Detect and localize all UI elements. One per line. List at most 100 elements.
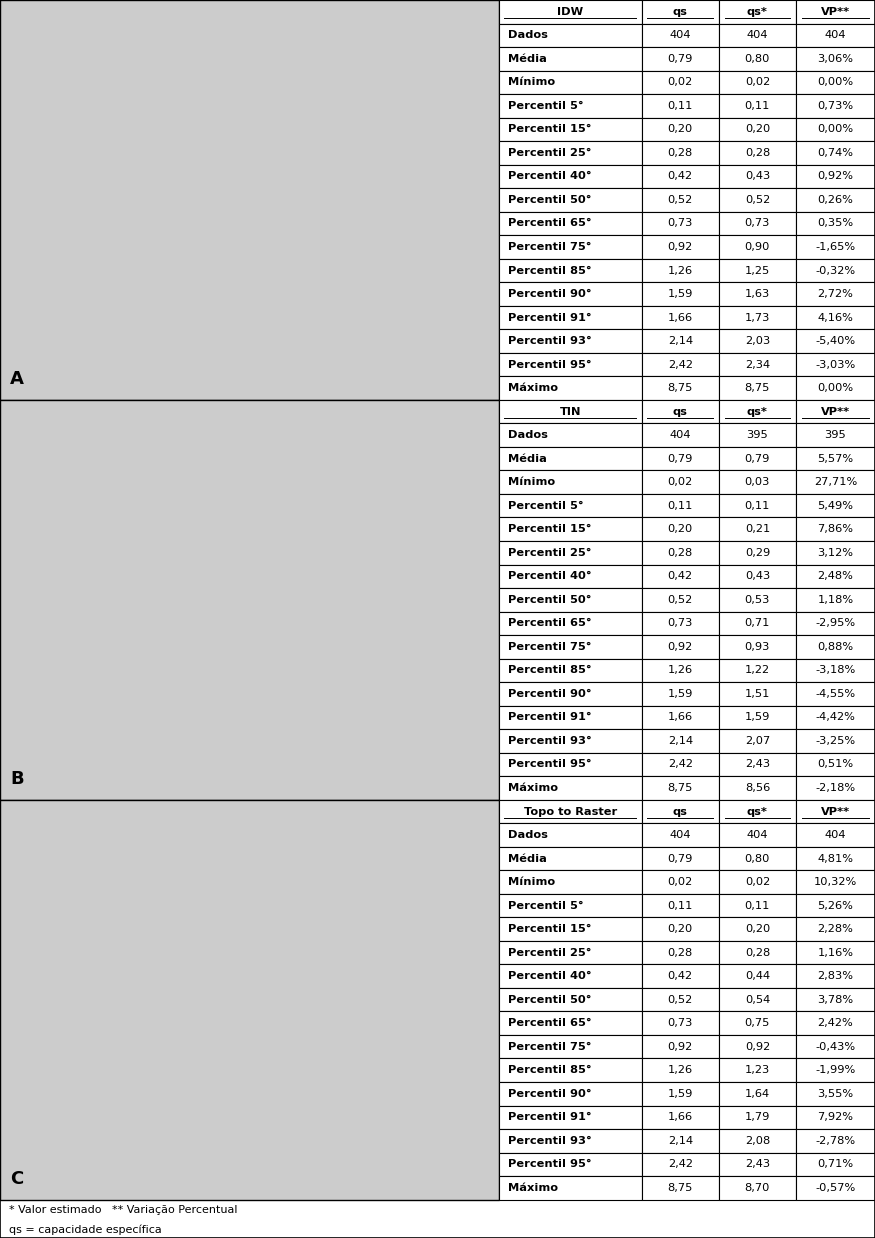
Bar bbox=[499, 517, 641, 541]
Text: 0,92: 0,92 bbox=[668, 241, 693, 253]
Bar bbox=[499, 917, 641, 941]
Text: 0,52: 0,52 bbox=[668, 594, 693, 605]
Bar bbox=[719, 706, 796, 729]
Bar bbox=[796, 635, 875, 659]
Bar bbox=[499, 588, 641, 612]
Bar bbox=[499, 729, 641, 753]
Bar bbox=[719, 235, 796, 259]
Bar bbox=[499, 259, 641, 282]
Bar bbox=[719, 964, 796, 988]
Text: 2,28%: 2,28% bbox=[817, 924, 853, 935]
Bar bbox=[499, 400, 641, 423]
Bar bbox=[499, 823, 641, 847]
Bar bbox=[499, 894, 641, 917]
Bar bbox=[719, 376, 796, 400]
Text: 8,75: 8,75 bbox=[668, 782, 693, 794]
Text: Máximo: Máximo bbox=[508, 782, 558, 794]
Text: 8,75: 8,75 bbox=[668, 383, 693, 394]
Bar bbox=[719, 494, 796, 517]
Text: 0,42: 0,42 bbox=[668, 171, 693, 182]
Bar bbox=[719, 212, 796, 235]
Bar bbox=[796, 141, 875, 165]
Bar bbox=[641, 494, 719, 517]
Text: 0,93: 0,93 bbox=[745, 641, 770, 652]
Bar bbox=[641, 235, 719, 259]
Bar bbox=[719, 1011, 796, 1035]
Bar bbox=[499, 1129, 641, 1153]
Bar bbox=[796, 1082, 875, 1106]
Bar bbox=[499, 423, 641, 447]
Bar bbox=[499, 282, 641, 306]
Text: 0,92%: 0,92% bbox=[817, 171, 853, 182]
Bar bbox=[796, 1176, 875, 1200]
Text: 0,20: 0,20 bbox=[668, 524, 693, 535]
Bar bbox=[641, 400, 719, 423]
Bar bbox=[719, 870, 796, 894]
Bar bbox=[719, 259, 796, 282]
Text: qs = capacidade específica: qs = capacidade específica bbox=[9, 1224, 162, 1236]
Text: -2,95%: -2,95% bbox=[816, 618, 856, 629]
Bar bbox=[796, 1129, 875, 1153]
Bar bbox=[719, 423, 796, 447]
Bar bbox=[641, 729, 719, 753]
Text: Percentil 95°: Percentil 95° bbox=[508, 359, 592, 370]
Bar bbox=[796, 423, 875, 447]
Bar bbox=[641, 682, 719, 706]
Text: Percentil 50°: Percentil 50° bbox=[508, 994, 592, 1005]
Bar bbox=[796, 517, 875, 541]
Text: qs: qs bbox=[673, 6, 688, 17]
Bar bbox=[641, 376, 719, 400]
Text: 1,79: 1,79 bbox=[745, 1112, 770, 1123]
Bar bbox=[796, 776, 875, 800]
Bar bbox=[499, 1035, 641, 1058]
Bar bbox=[499, 659, 641, 682]
Bar bbox=[796, 941, 875, 964]
Bar bbox=[641, 635, 719, 659]
Bar bbox=[796, 800, 875, 823]
Text: 0,11: 0,11 bbox=[668, 100, 693, 111]
Bar bbox=[641, 1082, 719, 1106]
Text: 0,42: 0,42 bbox=[668, 571, 693, 582]
Text: 2,03: 2,03 bbox=[745, 335, 770, 347]
Bar bbox=[719, 541, 796, 565]
Text: 0,35%: 0,35% bbox=[817, 218, 853, 229]
Bar bbox=[796, 541, 875, 565]
Text: 0,52: 0,52 bbox=[745, 194, 770, 206]
Text: 0,42: 0,42 bbox=[668, 971, 693, 982]
Text: 8,56: 8,56 bbox=[745, 782, 770, 794]
Text: 2,42%: 2,42% bbox=[817, 1018, 853, 1029]
Bar bbox=[719, 988, 796, 1011]
Text: 3,12%: 3,12% bbox=[817, 547, 853, 558]
Text: 0,73%: 0,73% bbox=[817, 100, 853, 111]
Bar bbox=[499, 706, 641, 729]
Text: 1,59: 1,59 bbox=[668, 288, 693, 300]
Bar bbox=[796, 0, 875, 24]
Text: 1,73: 1,73 bbox=[745, 312, 770, 323]
Bar bbox=[719, 659, 796, 682]
Text: 2,08: 2,08 bbox=[745, 1135, 770, 1146]
Bar bbox=[499, 682, 641, 706]
Bar bbox=[719, 1058, 796, 1082]
Text: 1,66: 1,66 bbox=[668, 1112, 693, 1123]
Text: 0,02: 0,02 bbox=[668, 77, 693, 88]
Text: 0,53: 0,53 bbox=[745, 594, 770, 605]
Bar bbox=[499, 753, 641, 776]
Text: 0,02: 0,02 bbox=[745, 877, 770, 888]
Text: 0,28: 0,28 bbox=[668, 947, 693, 958]
Text: -3,03%: -3,03% bbox=[816, 359, 856, 370]
Bar bbox=[499, 776, 641, 800]
Bar bbox=[641, 118, 719, 141]
Bar bbox=[796, 729, 875, 753]
Text: Percentil 85°: Percentil 85° bbox=[508, 265, 592, 276]
Text: 0,03: 0,03 bbox=[745, 477, 770, 488]
Bar bbox=[499, 941, 641, 964]
Text: 0,71%: 0,71% bbox=[817, 1159, 853, 1170]
Bar bbox=[796, 376, 875, 400]
Bar bbox=[796, 1153, 875, 1176]
Text: 0,11: 0,11 bbox=[745, 900, 770, 911]
Bar bbox=[641, 94, 719, 118]
Text: 0,71: 0,71 bbox=[745, 618, 770, 629]
Bar bbox=[641, 1106, 719, 1129]
Bar bbox=[719, 1035, 796, 1058]
Text: -0,43%: -0,43% bbox=[816, 1041, 856, 1052]
